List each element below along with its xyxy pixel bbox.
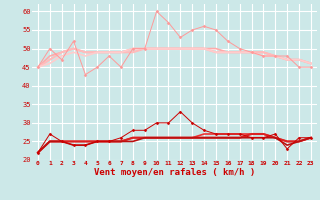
X-axis label: Vent moyen/en rafales ( km/h ): Vent moyen/en rafales ( km/h ) xyxy=(94,168,255,177)
